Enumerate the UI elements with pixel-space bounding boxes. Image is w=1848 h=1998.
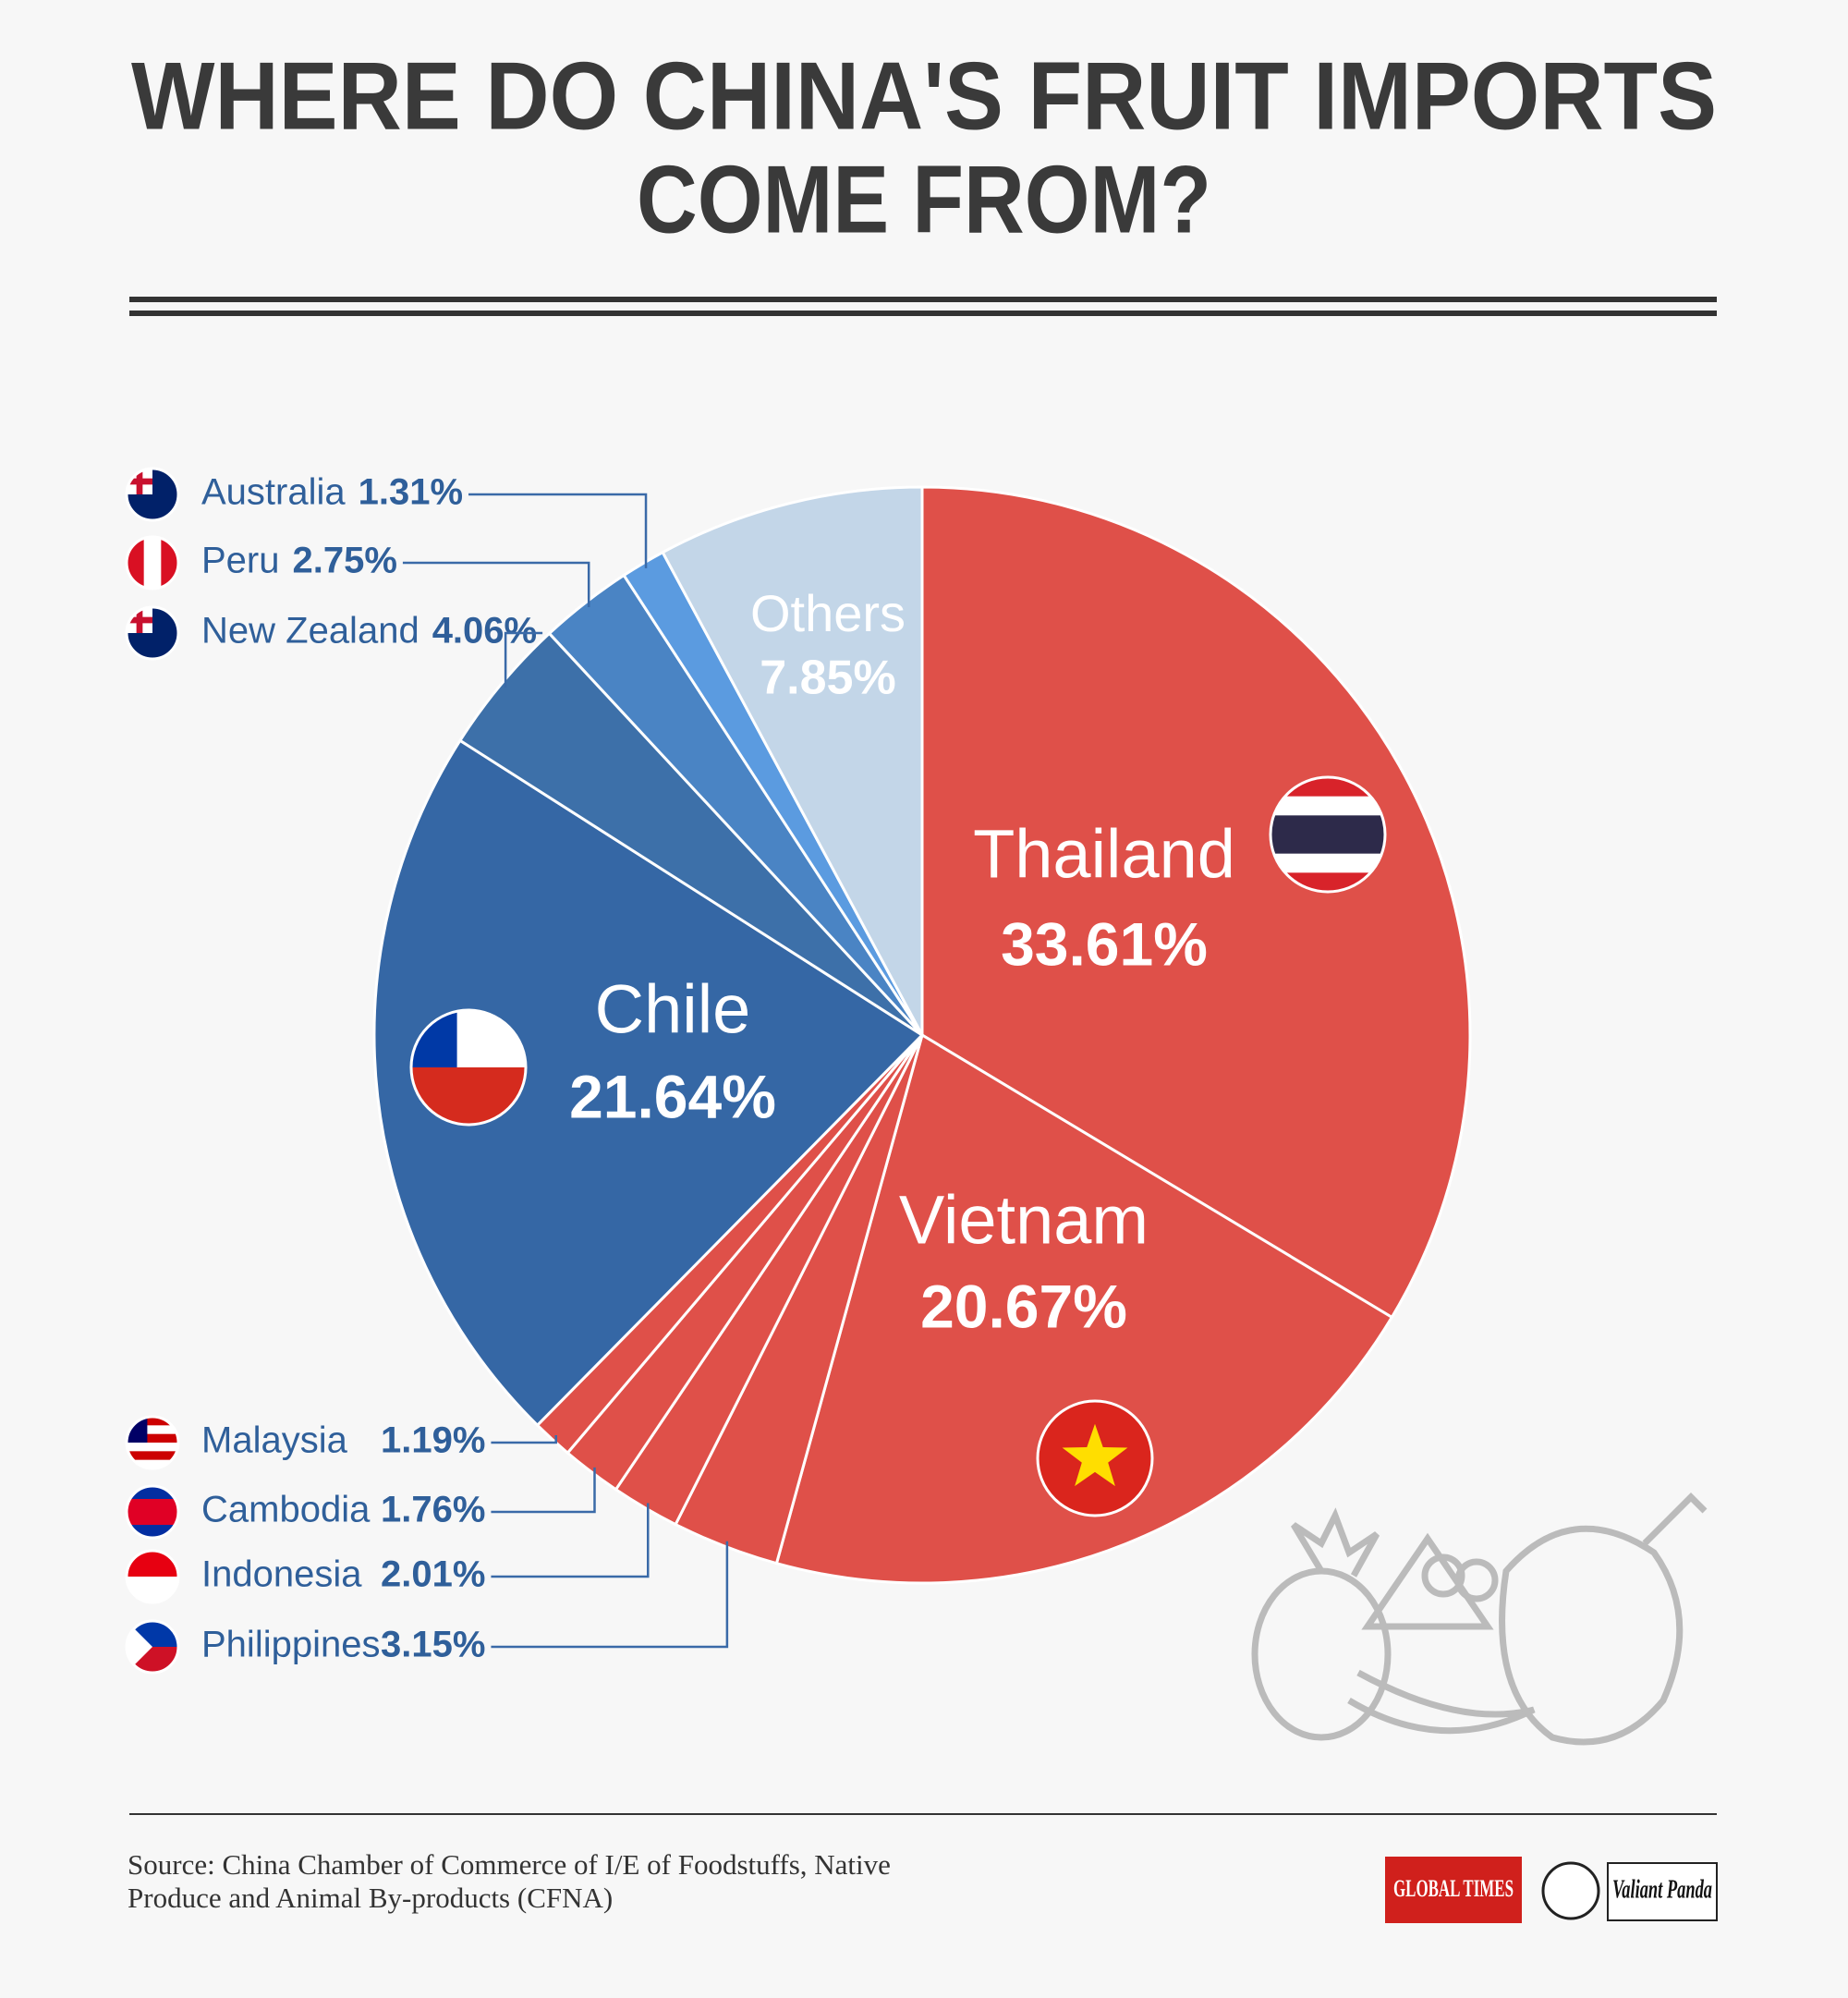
slice-value: 21.64% [569,1062,776,1130]
rule [129,311,1717,316]
legend-label: Cambodia [201,1490,371,1530]
flag [125,1549,180,1604]
legend-value: 2.01% [381,1554,485,1595]
chart-title: WHERE DO CHINA'S FRUIT IMPORTS [131,43,1717,150]
flag-stripe [127,1425,178,1435]
leader-line [491,1435,557,1444]
legend-label: Malaysia [201,1420,348,1461]
flag [125,1415,180,1470]
logo-global-times: GLOBAL TIMES [1385,1857,1522,1923]
slice-label: Thailand [973,816,1235,893]
slice-label: Others [750,584,906,642]
panda-icon [1541,1861,1600,1920]
legend-value: 2.75% [293,541,397,581]
flag [125,605,180,661]
flag-stripe [127,1451,178,1461]
flag-stripe [127,1459,178,1468]
flag-body [1038,1401,1152,1516]
flag-stripe [127,1417,178,1427]
flag [125,467,180,522]
pie-slice [661,485,924,1036]
legend-label: Peru [201,541,280,581]
flag-stripe [1270,853,1385,874]
legend-label: Philippines [201,1625,380,1665]
flag-body [1270,777,1385,892]
flag-border [1036,1399,1154,1517]
slice-label: Chile [595,971,751,1048]
flag-border [125,1619,180,1675]
chart-title: COME FROM? [637,146,1211,253]
slice-value: 33.61% [1001,909,1208,978]
flag-border [125,535,180,591]
flag-stripe [127,1512,178,1526]
fruit-illustration [1251,1492,1708,1746]
flag-stripe [1270,815,1385,835]
flag-border [1269,775,1387,894]
pie-slice [372,738,925,1428]
pie-slice [774,1032,1394,1585]
legend-label: New Zealand [201,611,419,652]
flag-stripe [143,537,163,589]
logo-text: GLOBAL TIMES [1393,1875,1514,1902]
flag-border [409,1008,528,1127]
legend-value: 1.19% [381,1420,485,1461]
legend-label: Indonesia [201,1554,362,1595]
leader-line [468,493,648,568]
logo-panda: Valiant Panda [1541,1861,1718,1921]
durian [1499,1525,1684,1746]
flag-stripe [127,1551,178,1578]
logo-box [1385,1857,1522,1923]
flag-star [1062,1423,1128,1487]
rule [129,297,1717,302]
leader-line [491,1541,729,1649]
legend-value: 1.76% [381,1490,485,1530]
flag [125,1619,180,1675]
flag-body [127,1417,178,1468]
flag-border [125,467,180,522]
slice-value: 20.67% [920,1272,1127,1340]
leader-line [402,561,590,607]
legend-value: 4.06% [432,611,537,652]
flag [1269,775,1387,894]
flag-stripe [1270,835,1385,855]
flag-stripe [127,1443,178,1453]
flag [409,1008,528,1127]
legend-value: 1.31% [359,472,463,513]
flag-border [125,1484,180,1540]
flag-triangle [127,1621,152,1673]
logo-text: Valiant Panda [1612,1875,1712,1904]
flag-border [125,605,180,661]
banana [1347,1669,1536,1735]
source-note: Source: China Chamber of Commerce of I/E… [128,1848,891,1914]
leader-line [491,1503,650,1578]
flag-stripe [1270,796,1385,817]
flag-canton [136,469,143,494]
flag-border [125,1549,180,1604]
leader-line [504,631,543,688]
slice-label: Vietnam [899,1182,1149,1259]
flag-stripe [127,1433,178,1444]
pie-slice [920,485,1472,1320]
legend-label: Australia [201,472,346,513]
slice-value: 7.85% [760,652,895,705]
durian-stem [1642,1492,1708,1546]
logo-box [1607,1862,1718,1921]
cherry [1454,1558,1499,1602]
flag [125,535,180,591]
pineapple-leaves [1290,1507,1380,1578]
flag [125,1484,180,1540]
legend-value: 3.15% [381,1625,485,1665]
flag-canton [136,607,143,633]
flag-border [125,1415,180,1470]
flag-stripe [127,1499,178,1513]
flag-stripe [127,1577,178,1602]
leader-line [491,1467,596,1514]
flag [1036,1399,1154,1517]
